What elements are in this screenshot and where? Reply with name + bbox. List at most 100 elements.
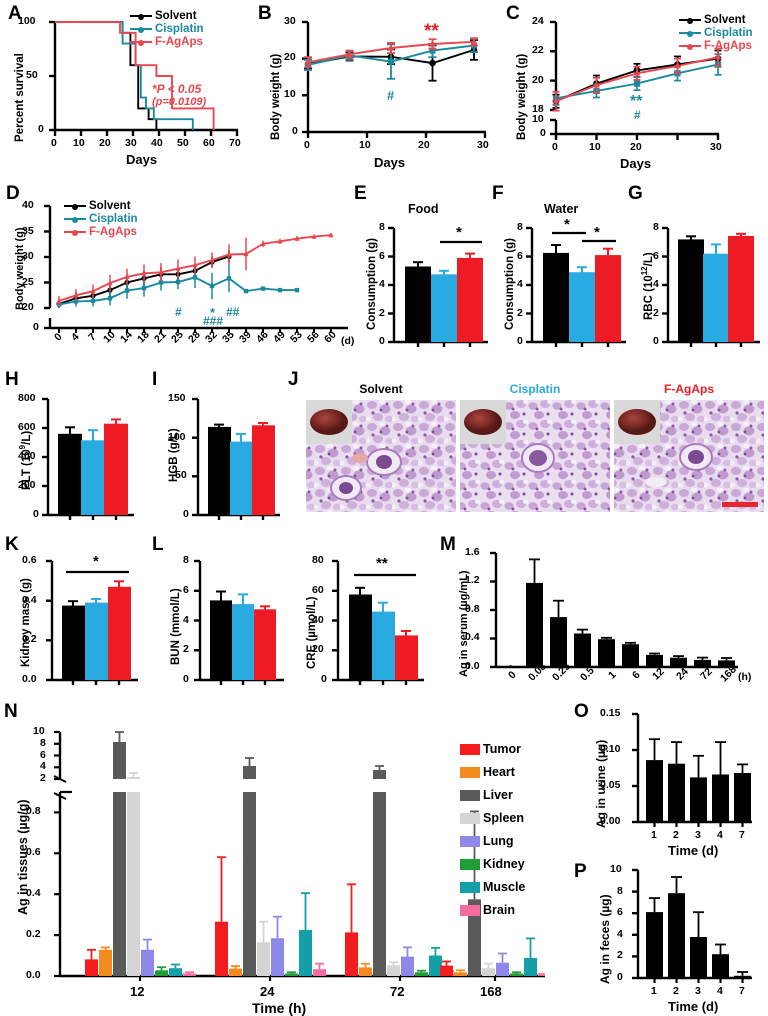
histology-image-solvent [306,400,456,512]
panel-o-ytick-010: 0.10 [600,743,621,755]
panel-a-xlabel: Days [126,152,158,167]
panel-a-xtick-40: 40 [151,137,163,149]
panel-m-ytick-04: 0.4 [465,631,480,643]
panel-m-ytick-16: 1.6 [465,546,480,558]
legend-item-cisplatin: Cisplatin [679,27,753,39]
legend-item-cisplatin: Cisplatin [130,23,204,35]
panel-a-ytick-100: 100 [18,15,36,27]
panel-h: H PLT (109/L) 800 600 400 200 0 [0,370,150,535]
panel-n-legend: Tumor Heart Liver Spleen Lung Kidney Mus… [460,742,525,918]
panel-c-sig-hash: # [634,108,641,122]
panel-k-ytick-04: 0.4 [22,594,37,606]
panel-o-plot [632,712,752,827]
panel-f-sig-right: * [594,224,600,241]
panel-d-ytick-35: 35 [22,225,34,237]
panel-h-ytick-400: 400 [18,450,36,462]
panel-h-ytick-200: 200 [18,479,36,491]
panel-n-xtick-72: 72 [390,984,405,999]
panel-n-xtick-24: 24 [260,984,275,999]
panel-k-sig: * [93,553,99,570]
legend-item-fagaps: F-AgAps [64,226,138,238]
legend-label-liver: Liver [483,788,513,802]
panel-o-xtick-2: 2 [673,829,679,841]
panel-n-xtick-12: 12 [130,984,145,999]
panel-l: L BUN (mmol/L) 8 6 4 2 0 [150,535,295,705]
legend-label-cisplatin: Cisplatin [704,27,753,39]
panel-cre-ytick-0: 0 [321,673,327,685]
group-12h [85,731,196,976]
panel-l-ytick-6: 6 [183,584,189,596]
panel-h-ytick-800: 800 [18,392,36,404]
panel-e-title: Food [408,202,439,216]
panel-n-xtick-168: 168 [480,984,502,999]
panel-e-ytick-8: 8 [379,221,385,233]
panel-c-label: C [506,3,520,24]
panel-cre-sig: ** [376,555,388,572]
panel-j-histology-images [306,400,764,512]
panel-f-ytick-0: 0 [517,335,523,347]
panel-l-plot [194,559,284,685]
panel-b-xtick-0: 0 [304,139,310,151]
panel-g-plot [662,226,760,347]
panel-m-label: M [440,534,456,555]
panel-g-ytick-6: 6 [653,250,659,262]
panel-o-xlabel: Time (d) [668,843,719,858]
panel-c-ytick-18: 18 [532,103,544,115]
legend-label-tumor: Tumor [483,742,521,756]
panel-m: M Ag in serum (µg/mL) [438,535,768,715]
panel-i-label: I [152,369,158,390]
panel-b-xtick-20: 20 [418,139,430,151]
muscle-swatch-icon [460,881,480,893]
panel-m-xunit: (h) [738,671,752,683]
panel-h-label: H [5,369,19,390]
panel-f-sig-left: * [564,216,570,233]
panel-k: K Kidney mass (g) 0.6 0.4 0.2 0.0 * [0,535,150,705]
panel-b: B Body weight (g) [256,0,504,180]
panel-a-xtick-30: 30 [125,137,137,149]
legend-label-solvent: Solvent [155,10,197,22]
panel-a-ytick-50: 50 [26,69,38,81]
panel-p-xtick-7: 7 [739,985,745,997]
legend-item-kidney: Kidney [460,857,525,871]
panel-n-ytick-10: 10 [33,725,45,737]
panel-d-sig-hash-3: ### [203,314,224,328]
legend-item-solvent: Solvent [130,10,204,22]
panel-h-ytick-0: 0 [33,508,39,520]
panel-n-ytick-04: 0.4 [26,887,41,899]
panel-c: C Body weight (g) [504,0,768,180]
panel-j-title-solvent: Solvent [359,382,403,396]
panel-d-legend: Solvent Cisplatin F-AgAps [64,200,138,239]
panel-c-legend: Solvent Cisplatin F-AgAps [679,14,753,53]
panel-o-xtick-4: 4 [717,829,723,841]
legend-item-solvent: Solvent [64,200,138,212]
panel-o-label: O [574,701,589,722]
panel-i-ytick-50: 50 [175,469,187,481]
panel-e-ytick-2: 2 [379,307,385,319]
fagaps-line-icon [64,230,86,236]
panel-f: F Water Consumption (g) 8 6 4 2 0 * * [490,180,636,370]
panel-b-xtick-10: 10 [359,139,371,151]
panel-b-ytick-20: 20 [284,51,296,63]
cisplatin-line-icon [130,27,152,33]
panel-d-plot [44,204,348,333]
panel-p-ytick-0: 0 [617,971,623,983]
panel-m-plot [490,551,738,669]
panel-h-ytick-600: 600 [18,421,36,433]
panel-a-xtick-10: 10 [73,137,85,149]
panel-c-ytick-0: 0 [540,127,546,139]
group-24h [215,757,326,976]
legend-label-fagaps: F-AgAps [155,36,203,48]
panel-o-xtick-7: 7 [739,829,745,841]
panel-cre-ytick-80: 80 [312,554,324,566]
panel-d-label: D [6,183,20,204]
panel-f-ytick-4: 4 [517,278,523,290]
solvent-line-icon [679,18,701,24]
panel-f-plot [526,226,626,347]
panel-m-ytick-08: 0.8 [465,603,480,615]
panel-f-label: F [492,183,504,204]
legend-label-muscle: Muscle [483,880,526,894]
panel-o-ytick-015: 0.15 [600,707,621,719]
panel-a-xtick-0: 0 [51,137,57,149]
cisplatin-line-icon [679,31,701,37]
panel-b-ytick-10: 10 [284,88,296,100]
